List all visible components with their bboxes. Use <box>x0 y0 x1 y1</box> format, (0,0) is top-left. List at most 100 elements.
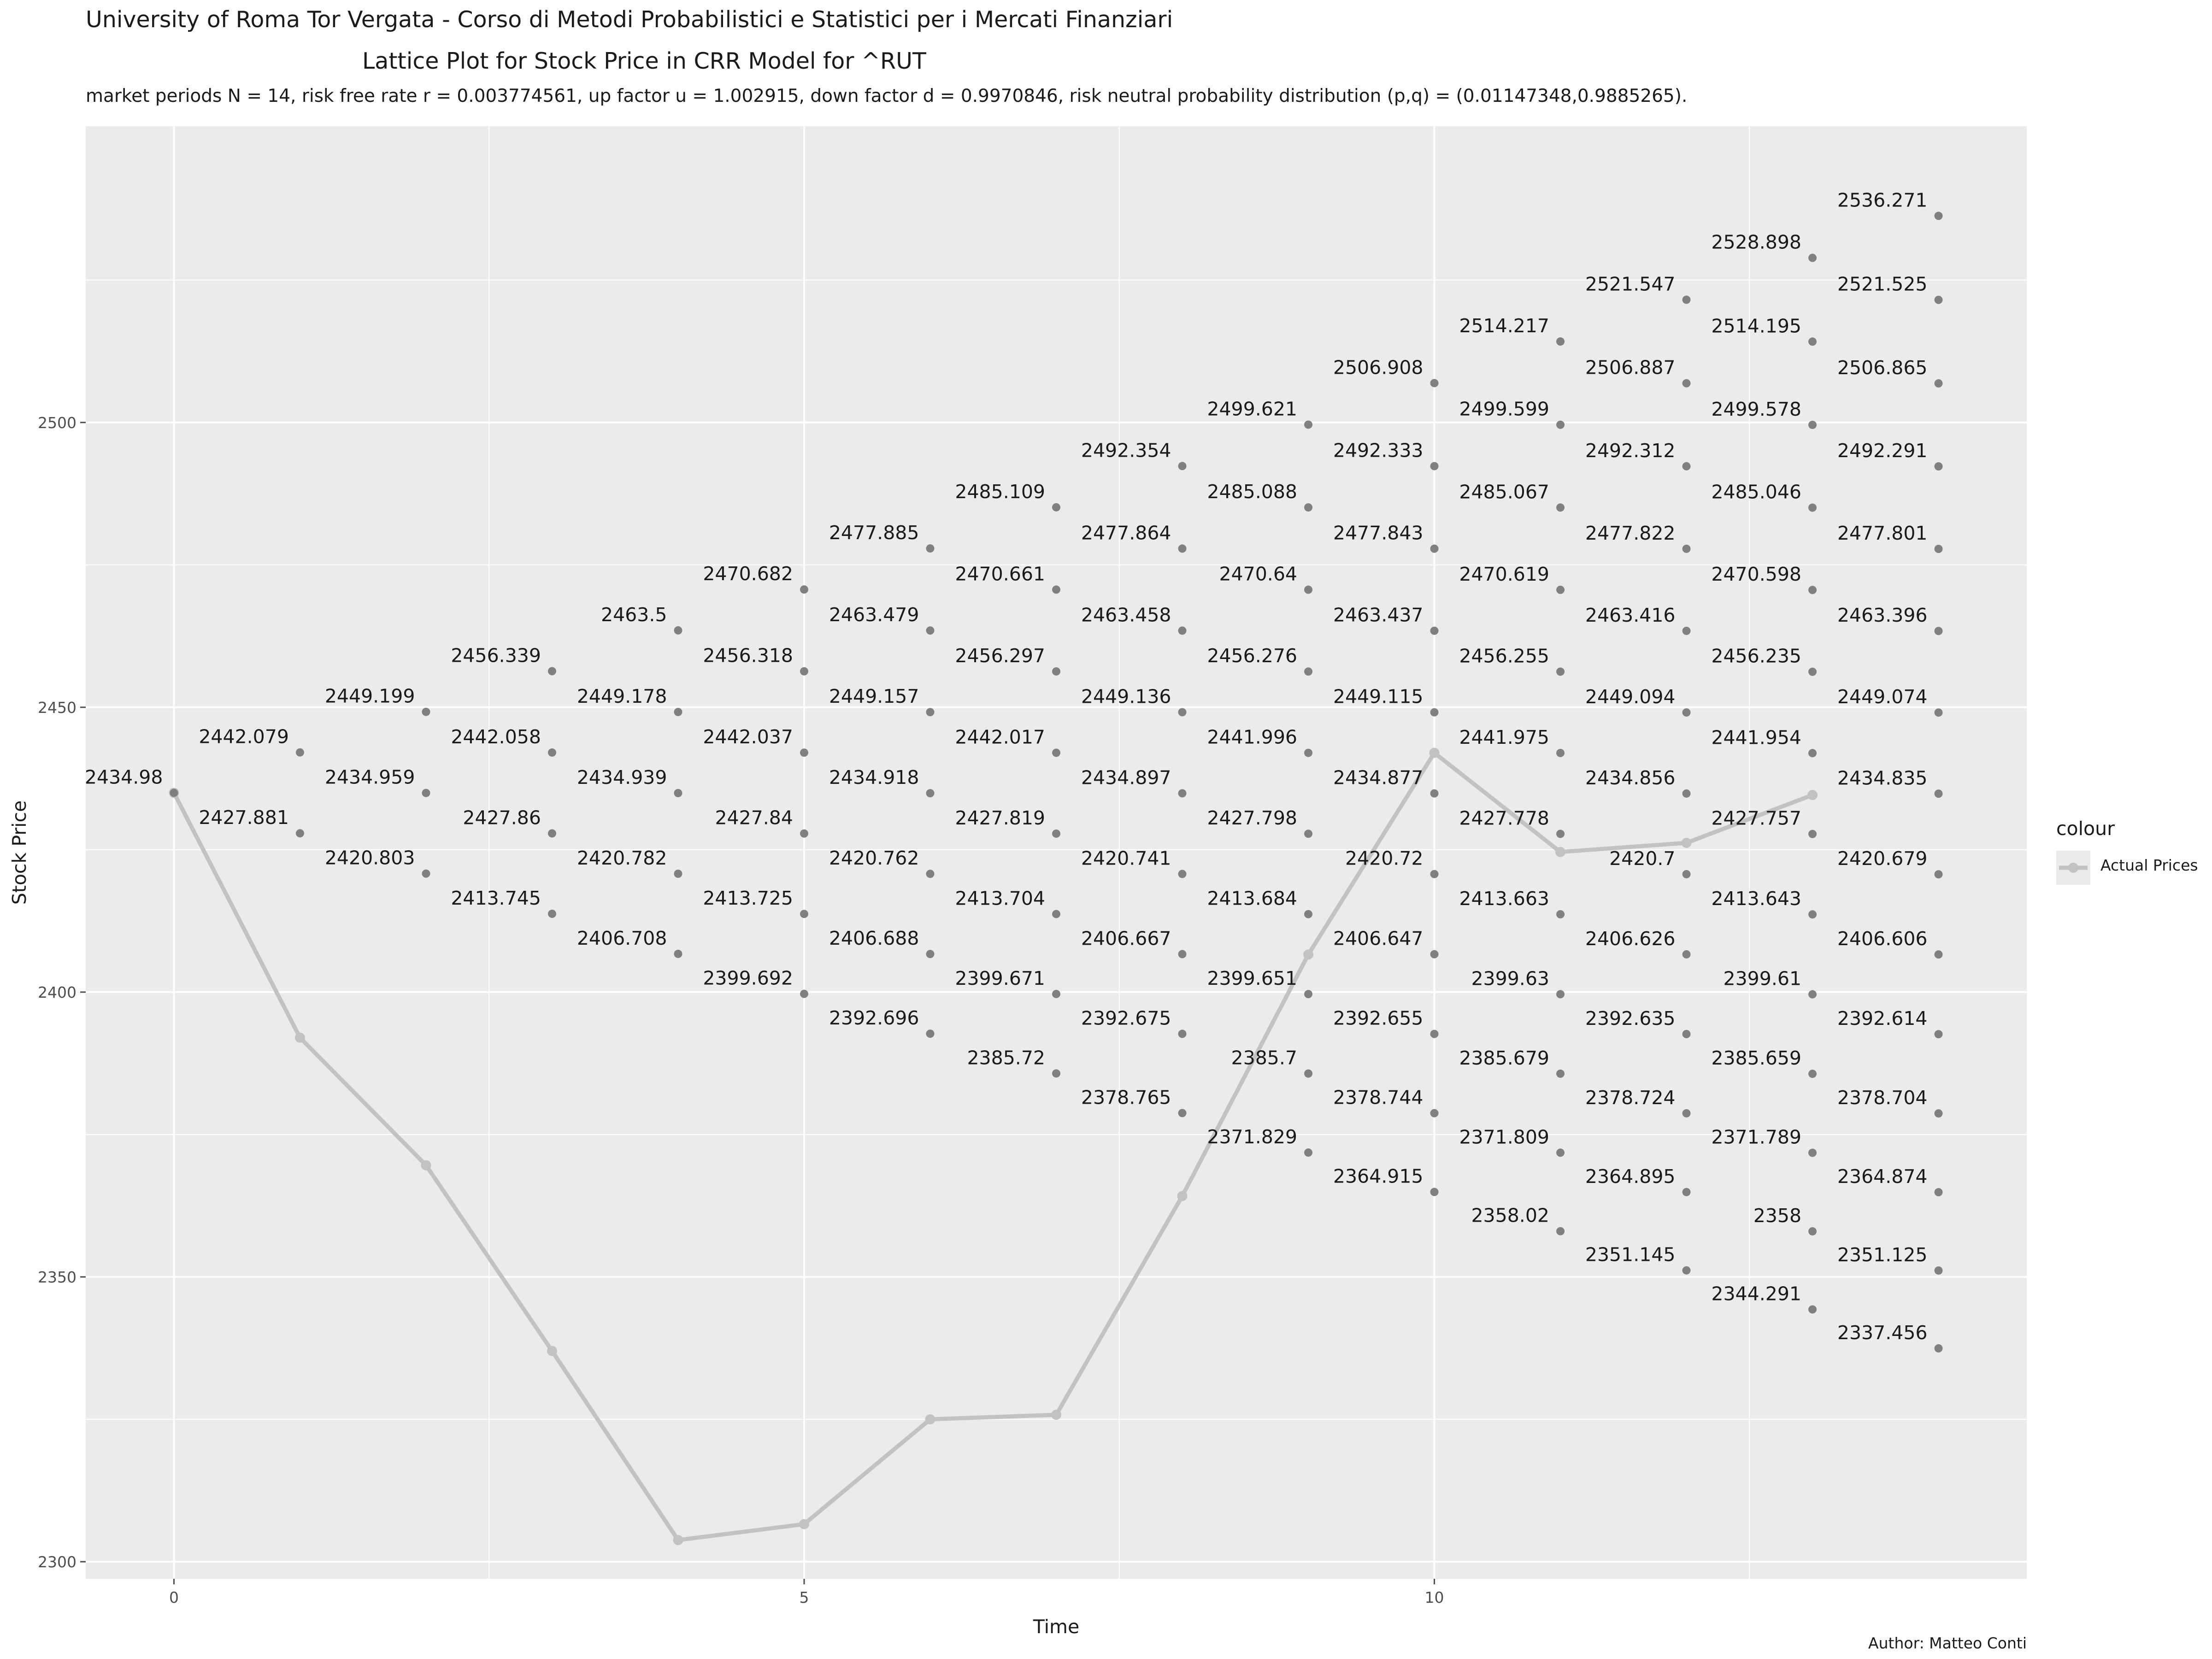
lattice-point-7-1 <box>1052 585 1060 594</box>
lattice-point-10-5 <box>1430 789 1439 798</box>
lattice-point-2-2 <box>422 869 430 878</box>
lattice-label-7-4: 2427.819 <box>955 807 1045 829</box>
lattice-label-12-8: 2406.626 <box>1585 928 1676 950</box>
lattice-label-5-3: 2427.84 <box>715 807 793 829</box>
lattice-point-13-2 <box>1808 420 1817 429</box>
lattice-point-11-8 <box>1556 990 1565 999</box>
lattice-point-10-4 <box>1430 708 1439 717</box>
lattice-label-13-3: 2485.046 <box>1711 481 1801 503</box>
lattice-label-4-3: 2420.782 <box>577 847 667 869</box>
lattice-point-8-8 <box>1178 1109 1187 1118</box>
lattice-label-10-3: 2463.437 <box>1333 604 1424 626</box>
lattice-label-7-5: 2413.704 <box>955 887 1045 909</box>
y-axis-title: Stock Price <box>8 800 30 905</box>
lattice-point-5-3 <box>800 829 808 838</box>
lattice-point-12-2 <box>1682 462 1691 471</box>
lattice-point-13-9 <box>1808 990 1817 999</box>
lattice-point-5-1 <box>800 667 808 676</box>
lattice-point-12-1 <box>1682 379 1691 388</box>
lattice-label-5-5: 2399.692 <box>703 967 793 989</box>
lattice-label-14-1: 2521.525 <box>1837 273 1928 295</box>
lattice-point-11-1 <box>1556 420 1565 429</box>
lattice-label-4-1: 2449.178 <box>577 685 667 707</box>
lattice-point-6-1 <box>926 626 935 635</box>
lattice-point-10-3 <box>1430 626 1439 635</box>
legend-key-glyph <box>2059 863 2088 873</box>
lattice-label-12-5: 2449.094 <box>1585 686 1676 708</box>
lattice-point-11-2 <box>1556 503 1565 512</box>
chart-title: University of Roma Tor Vergata - Corso d… <box>86 6 1173 33</box>
x-tick-label: 5 <box>799 1588 809 1606</box>
actual-price-point-9 <box>1303 949 1314 960</box>
lattice-label-12-12: 2351.145 <box>1585 1244 1676 1266</box>
lattice-point-14-1 <box>1934 295 1943 304</box>
actual-price-point-7 <box>1051 1410 1061 1420</box>
lattice-point-7-2 <box>1052 667 1060 676</box>
lattice-label-9-8: 2385.7 <box>1231 1047 1297 1069</box>
lattice-point-6-0 <box>926 544 935 553</box>
lattice-point-14-14 <box>1934 1344 1943 1353</box>
y-tick-label: 2300 <box>38 1553 76 1571</box>
lattice-point-8-4 <box>1178 789 1187 798</box>
lattice-label-5-1: 2456.318 <box>703 645 793 667</box>
actual-prices-line <box>172 751 1813 1542</box>
lattice-point-14-11 <box>1934 1109 1943 1118</box>
lattice-label-3-1: 2442.058 <box>451 726 541 748</box>
lattice-point-7-4 <box>1052 829 1060 838</box>
lattice-label-14-5: 2463.396 <box>1837 604 1928 626</box>
lattice-label-14-7: 2434.835 <box>1837 767 1928 789</box>
lattice-label-14-12: 2364.874 <box>1837 1165 1928 1188</box>
lattice-label-14-10: 2392.614 <box>1837 1007 1928 1030</box>
lattice-label-14-0: 2536.271 <box>1837 189 1928 211</box>
lattice-label-14-2: 2506.865 <box>1837 357 1928 379</box>
lattice-point-13-10 <box>1808 1070 1817 1078</box>
chart-subtitle: Lattice Plot for Stock Price in CRR Mode… <box>362 48 926 74</box>
lattice-point-14-13 <box>1934 1266 1943 1275</box>
lattice-point-5-5 <box>800 989 808 998</box>
lattice-label-11-5: 2441.975 <box>1459 726 1549 748</box>
actual-price-point-3 <box>547 1346 557 1356</box>
lattice-point-2-1 <box>422 788 430 797</box>
lattice-label-4-4: 2406.708 <box>577 927 667 949</box>
lattice-label-10-5: 2434.877 <box>1333 767 1424 789</box>
lattice-label-3-3: 2413.745 <box>451 887 541 909</box>
lattice-point-11-11 <box>1556 1227 1565 1235</box>
lattice-point-7-0 <box>1052 503 1060 512</box>
lattice-point-12-5 <box>1682 708 1691 717</box>
lattice-point-3-0 <box>547 667 556 676</box>
lattice-label-13-0: 2528.898 <box>1711 231 1801 253</box>
lattice-label-14-3: 2492.291 <box>1837 440 1928 462</box>
lattice-label-10-1: 2492.333 <box>1333 440 1424 462</box>
lattice-label-13-6: 2441.954 <box>1711 726 1801 748</box>
actual-price-point-11 <box>1555 847 1566 857</box>
lattice-label-12-10: 2378.724 <box>1585 1087 1676 1109</box>
lattice-label-7-0: 2485.109 <box>955 481 1045 503</box>
lattice-label-8-7: 2392.675 <box>1081 1007 1171 1029</box>
lattice-point-6-3 <box>926 789 935 798</box>
lattice-point-12-6 <box>1682 789 1691 798</box>
lattice-point-10-2 <box>1430 544 1439 553</box>
lattice-label-13-9: 2399.61 <box>1723 968 1801 990</box>
lattice-label-12-3: 2477.822 <box>1585 522 1676 544</box>
y-tick-label: 2450 <box>38 699 76 717</box>
lattice-point-12-3 <box>1682 544 1691 553</box>
lattice-point-9-1 <box>1304 503 1313 512</box>
lattice-label-10-9: 2378.744 <box>1333 1087 1424 1109</box>
lattice-point-13-8 <box>1808 910 1817 919</box>
lattice-point-6-6 <box>926 1030 935 1038</box>
lattice-point-9-2 <box>1304 585 1313 594</box>
lattice-point-14-0 <box>1934 212 1943 220</box>
lattice-point-13-1 <box>1808 337 1817 346</box>
lattice-label-12-4: 2463.416 <box>1585 604 1676 626</box>
lattice-label-13-13: 2344.291 <box>1711 1282 1801 1305</box>
lattice-point-6-4 <box>926 870 935 878</box>
lattice-point-6-5 <box>926 950 935 959</box>
lattice-label-11-9: 2385.679 <box>1459 1047 1549 1069</box>
y-tick-label: 2400 <box>38 983 76 1001</box>
lattice-point-11-3 <box>1556 585 1565 594</box>
lattice-label-8-1: 2477.864 <box>1081 522 1171 544</box>
legend-key <box>2056 851 2090 885</box>
lattice-label-8-0: 2492.354 <box>1081 439 1171 461</box>
lattice-point-10-0 <box>1430 379 1439 388</box>
lattice-label-12-1: 2506.887 <box>1585 357 1676 379</box>
